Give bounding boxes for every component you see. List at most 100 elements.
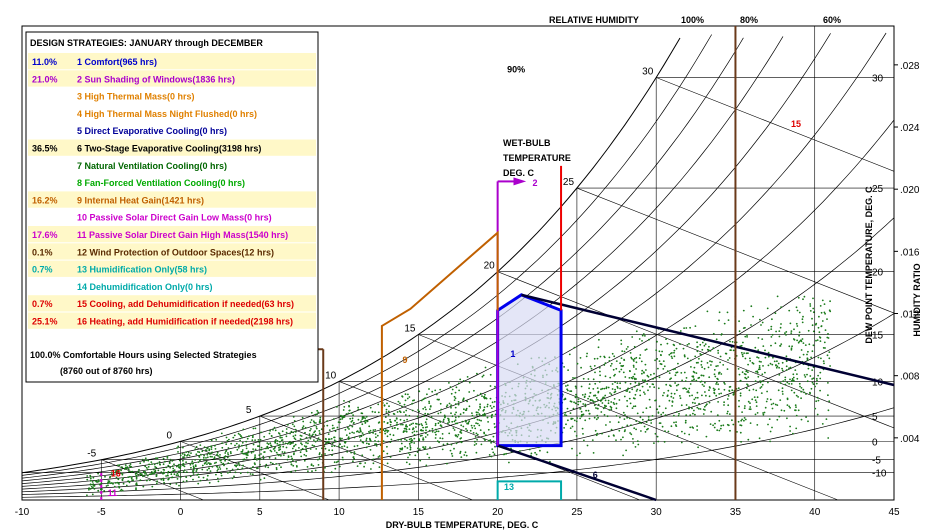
data-point <box>742 327 745 329</box>
data-point <box>595 418 598 421</box>
data-point <box>449 386 452 388</box>
data-point <box>411 409 414 412</box>
data-point <box>478 424 481 427</box>
data-point <box>279 440 281 443</box>
data-point <box>739 394 742 397</box>
data-point <box>671 401 674 403</box>
data-point <box>577 403 580 406</box>
data-point <box>695 372 698 374</box>
data-point <box>745 370 748 373</box>
data-point <box>759 387 762 389</box>
data-point <box>358 436 361 438</box>
data-point <box>700 360 703 363</box>
wetbulb-line <box>101 459 204 501</box>
data-point <box>803 295 806 298</box>
data-point <box>113 485 116 488</box>
data-point <box>444 416 446 419</box>
data-point <box>785 334 787 336</box>
data-point <box>290 471 293 473</box>
data-point <box>473 425 476 427</box>
data-point <box>459 450 462 453</box>
data-point <box>111 475 114 477</box>
data-point <box>812 344 815 347</box>
data-point <box>169 483 172 486</box>
data-point <box>420 423 423 425</box>
data-point <box>386 431 389 433</box>
data-point <box>476 418 479 421</box>
data-point <box>431 427 434 430</box>
data-point <box>463 454 466 456</box>
rh-title: RELATIVE HUMIDITY <box>549 15 639 25</box>
data-point <box>139 472 142 475</box>
data-point <box>823 303 826 305</box>
data-point <box>603 355 606 358</box>
data-point <box>770 328 773 330</box>
data-point <box>316 409 319 412</box>
data-point <box>638 421 641 424</box>
legend-row-bg <box>28 139 316 156</box>
data-point <box>409 446 412 449</box>
data-point <box>806 373 808 376</box>
data-point <box>149 473 152 475</box>
data-point <box>339 418 342 421</box>
data-point <box>361 432 364 434</box>
data-point <box>167 478 170 481</box>
data-point <box>784 378 787 381</box>
data-point <box>758 437 761 440</box>
data-point <box>421 424 424 427</box>
rh-inline-label: 90% <box>507 65 525 75</box>
data-point <box>107 484 109 487</box>
data-point <box>203 458 205 461</box>
data-point <box>483 432 486 435</box>
data-point <box>615 360 618 362</box>
data-point <box>254 439 256 441</box>
data-point <box>674 374 677 377</box>
data-point <box>720 424 723 427</box>
x-tick-label: 25 <box>571 507 583 518</box>
data-point <box>191 462 194 465</box>
data-point <box>157 469 160 472</box>
data-point <box>620 438 622 441</box>
data-point <box>594 429 597 432</box>
data-point <box>605 386 608 389</box>
data-point <box>492 440 495 443</box>
data-point <box>336 426 339 429</box>
data-point <box>442 443 445 446</box>
data-point <box>407 456 409 459</box>
data-point <box>387 410 390 413</box>
data-point <box>827 394 829 397</box>
data-point <box>781 387 784 390</box>
data-point <box>744 418 747 421</box>
data-point <box>785 355 788 358</box>
data-point <box>803 391 805 394</box>
data-point <box>450 406 452 409</box>
data-point <box>359 429 362 431</box>
data-point <box>494 413 497 416</box>
data-point <box>795 306 798 309</box>
data-point <box>202 476 205 479</box>
data-point <box>641 334 644 337</box>
data-point <box>798 356 801 359</box>
data-point <box>795 427 798 430</box>
data-point <box>448 402 451 405</box>
data-point <box>475 432 478 435</box>
data-point <box>800 340 803 343</box>
data-point <box>638 357 641 360</box>
data-point <box>408 414 411 417</box>
data-point <box>388 405 390 408</box>
data-point <box>827 337 830 339</box>
data-point <box>678 412 680 415</box>
data-point <box>568 353 571 356</box>
data-point <box>197 450 199 453</box>
data-point <box>599 374 601 377</box>
data-point <box>755 389 758 392</box>
data-point <box>694 355 697 358</box>
data-point <box>689 326 691 329</box>
data-point <box>168 462 171 464</box>
data-point <box>372 432 375 434</box>
data-point <box>794 369 797 371</box>
data-point <box>352 460 354 463</box>
data-point <box>457 401 460 403</box>
data-point <box>475 443 478 445</box>
data-point <box>346 426 349 429</box>
